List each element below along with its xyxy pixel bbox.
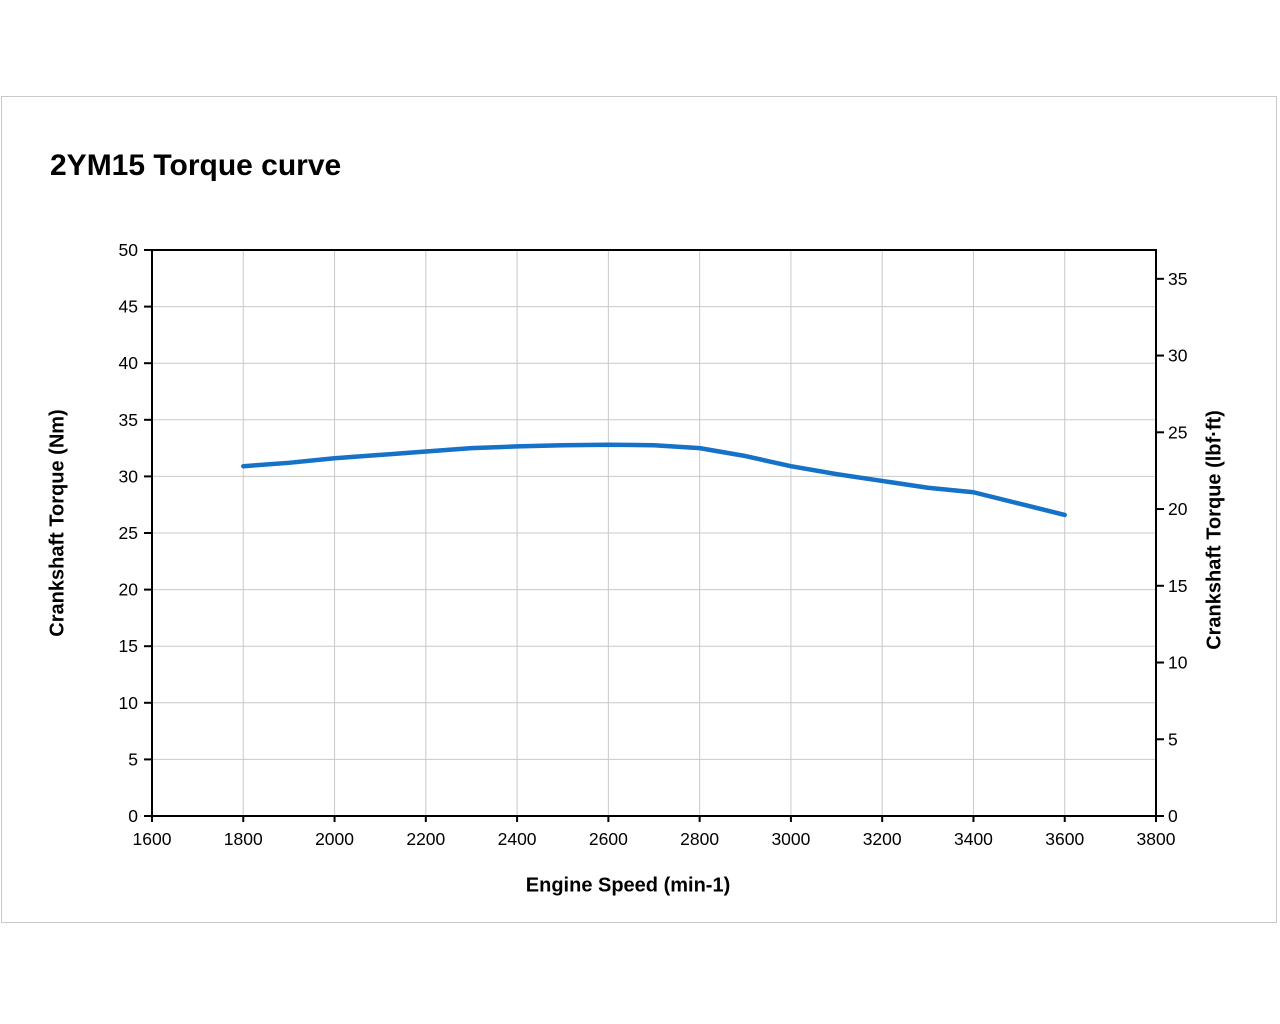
y-tick-label-left: 20 — [119, 580, 139, 600]
x-tick-label: 3200 — [863, 829, 902, 849]
y-tick-label-right: 25 — [1168, 422, 1187, 442]
y-tick-label-right: 15 — [1168, 576, 1187, 596]
x-tick-label: 2600 — [589, 829, 628, 849]
y-tick-label-right: 20 — [1168, 499, 1188, 519]
x-tick-label: 3600 — [1045, 829, 1084, 849]
y-axis-title-left: Crankshaft Torque (Nm) — [46, 409, 69, 637]
x-tick-label: 1600 — [133, 829, 172, 849]
y-tick-label-left: 15 — [119, 636, 138, 656]
y-axis-title-right: Crankshaft Torque (lbf·ft) — [1203, 410, 1226, 650]
y-tick-label-left: 5 — [128, 749, 138, 769]
y-tick-label-right: 5 — [1168, 729, 1178, 749]
x-axis-title: Engine Speed (min-1) — [525, 874, 731, 897]
y-tick-label-right: 35 — [1168, 269, 1187, 289]
torque-curve-line — [241, 442, 1067, 518]
x-tick-label: 2800 — [680, 829, 719, 849]
y-tick-label-right: 30 — [1168, 346, 1188, 366]
y-tick-label-right: 0 — [1168, 806, 1178, 826]
chart-title: 2YM15 Torque curve — [50, 149, 342, 183]
x-tick-label: 2400 — [498, 829, 537, 849]
y-tick-label-left: 35 — [119, 410, 138, 430]
x-tick-label: 1800 — [224, 829, 263, 849]
y-tick-label-left: 0 — [128, 806, 138, 826]
y-tick-label-left: 50 — [119, 240, 139, 260]
y-tick-label-left: 30 — [119, 466, 139, 486]
x-tick-label: 3000 — [771, 829, 810, 849]
y-tick-label-left: 10 — [119, 693, 139, 713]
x-tick-label: 2000 — [315, 829, 354, 849]
y-tick-label-left: 25 — [119, 523, 138, 543]
y-tick-label-right: 10 — [1168, 653, 1188, 673]
x-tick-label: 3800 — [1137, 829, 1176, 849]
y-tick-label-left: 45 — [119, 297, 138, 317]
x-tick-label: 3400 — [954, 829, 993, 849]
y-tick-label-left: 40 — [119, 353, 139, 373]
x-tick-label: 2200 — [406, 829, 445, 849]
